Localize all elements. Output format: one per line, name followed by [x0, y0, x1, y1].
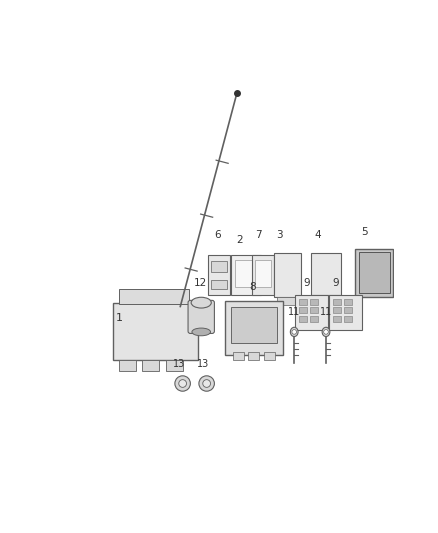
Bar — [315, 295, 337, 303]
Bar — [119, 289, 189, 304]
Bar — [235, 260, 258, 287]
Text: 11: 11 — [288, 307, 300, 317]
Circle shape — [324, 329, 328, 334]
Bar — [264, 352, 275, 360]
Text: 8: 8 — [249, 282, 256, 292]
Bar — [344, 299, 352, 305]
FancyBboxPatch shape — [188, 301, 214, 334]
Bar — [295, 295, 328, 329]
Bar — [311, 253, 341, 295]
Text: 4: 4 — [315, 230, 321, 240]
Circle shape — [179, 379, 187, 387]
Text: 6: 6 — [214, 230, 221, 240]
Text: 13: 13 — [173, 359, 186, 369]
Bar — [233, 352, 244, 360]
Text: 9: 9 — [333, 278, 339, 288]
Ellipse shape — [192, 328, 211, 336]
Bar — [277, 297, 298, 305]
Bar — [119, 360, 136, 371]
Text: 12: 12 — [194, 278, 207, 288]
Circle shape — [203, 379, 211, 387]
Bar — [166, 360, 183, 371]
Text: 5: 5 — [361, 227, 368, 237]
Bar — [310, 299, 318, 305]
Bar — [344, 308, 352, 313]
Bar — [299, 299, 307, 305]
Bar — [231, 255, 261, 295]
Bar — [356, 249, 392, 296]
Bar — [231, 308, 277, 343]
Bar — [274, 253, 301, 297]
Bar — [142, 360, 159, 371]
Ellipse shape — [191, 297, 211, 308]
Bar — [211, 261, 227, 272]
Bar — [255, 260, 271, 287]
Ellipse shape — [322, 327, 330, 336]
Bar — [310, 308, 318, 313]
Text: 1: 1 — [116, 313, 123, 323]
Bar — [208, 255, 230, 295]
Bar — [248, 352, 259, 360]
Text: 3: 3 — [276, 230, 283, 240]
Bar — [252, 255, 274, 295]
Bar — [344, 316, 352, 322]
Text: 2: 2 — [236, 235, 243, 245]
Bar — [333, 299, 342, 305]
Bar — [211, 280, 227, 289]
Text: 11: 11 — [320, 307, 332, 317]
Bar — [299, 316, 307, 322]
Bar — [198, 310, 208, 334]
Circle shape — [199, 376, 214, 391]
Bar — [359, 252, 389, 294]
Circle shape — [292, 329, 297, 334]
Bar — [333, 308, 342, 313]
Text: 9: 9 — [303, 278, 310, 288]
Bar — [310, 316, 318, 322]
Text: 7: 7 — [255, 230, 262, 240]
Bar — [225, 301, 283, 355]
Circle shape — [175, 376, 191, 391]
Bar — [113, 303, 198, 360]
Ellipse shape — [290, 327, 298, 336]
Text: 13: 13 — [197, 359, 209, 369]
Bar — [299, 308, 307, 313]
Bar — [329, 295, 362, 329]
Bar — [333, 316, 342, 322]
